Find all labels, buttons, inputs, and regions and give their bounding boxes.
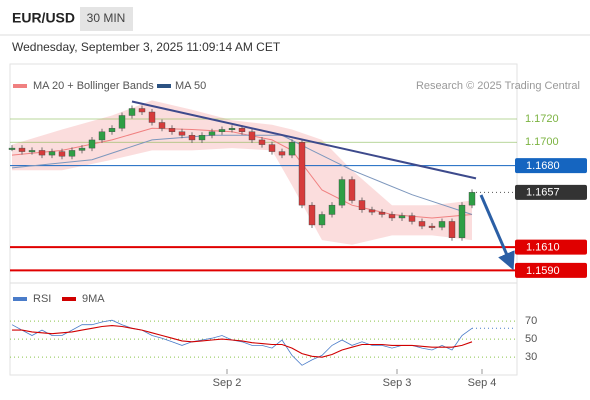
level-label: 1.1700 <box>525 136 559 148</box>
legend-swatch <box>62 297 76 301</box>
candle <box>108 128 116 132</box>
candle <box>468 192 476 206</box>
candle <box>148 111 156 123</box>
candle <box>358 200 366 211</box>
candle <box>178 131 186 136</box>
forecast-arrow <box>479 194 515 271</box>
candle <box>368 209 376 213</box>
candle <box>28 150 36 153</box>
candle <box>238 128 246 132</box>
candle <box>248 131 256 141</box>
interval: 30 MIN <box>87 11 126 25</box>
candle <box>338 179 346 206</box>
candle <box>278 151 286 156</box>
candle <box>188 135 196 141</box>
symbol: EUR/USD <box>12 10 75 26</box>
level-box <box>515 262 587 278</box>
candle <box>128 108 136 116</box>
candle <box>258 139 266 145</box>
candle <box>228 128 236 131</box>
candle <box>298 142 306 206</box>
rsi-line <box>11 319 473 366</box>
candle <box>408 215 416 222</box>
candle <box>218 129 226 132</box>
level-label: 1.1657 <box>526 187 560 199</box>
plot: 1.1720 1.1700 1.1680 1.1657 1.1610 1.1590 MA 2… <box>8 80 587 389</box>
trendline <box>131 100 477 180</box>
candle <box>318 214 326 226</box>
candle <box>88 139 96 149</box>
candle <box>398 215 406 219</box>
source: Research © 2025 Trading Central <box>416 80 580 92</box>
candle <box>458 204 466 238</box>
legend-label: 9MA <box>82 293 105 305</box>
candle <box>38 150 46 156</box>
candle <box>378 211 386 215</box>
candle <box>168 128 176 132</box>
candle <box>388 214 396 219</box>
legend-label: MA 20 + Bollinger Bands <box>33 80 154 92</box>
legend-label: MA 50 <box>175 80 206 92</box>
candle <box>208 131 216 136</box>
y-tick-label: 50 <box>525 333 537 345</box>
frame <box>9 63 518 376</box>
candle <box>438 221 446 228</box>
candle <box>328 204 336 215</box>
legend-swatch <box>13 84 27 88</box>
candle <box>448 221 456 238</box>
level-label: 1.1590 <box>526 265 560 277</box>
candle <box>68 150 76 157</box>
candle <box>58 151 66 157</box>
candle <box>118 115 126 129</box>
level-box <box>515 158 587 174</box>
candle <box>98 131 106 141</box>
rsi-line <box>12 325 473 358</box>
candle <box>428 225 436 228</box>
level-label: 1.1720 <box>525 113 559 125</box>
x-tick-label: Sep 4 <box>468 377 497 389</box>
level-box <box>515 184 587 200</box>
level-label: 1.1610 <box>526 241 560 253</box>
timestamp: Wednesday, September 3, 2025 11:09:14 AM… <box>12 40 281 54</box>
y-tick-label: 70 <box>525 315 537 327</box>
level-box <box>515 239 587 255</box>
legend-label: RSI <box>33 293 51 305</box>
candle <box>158 122 166 129</box>
candle <box>348 179 356 201</box>
candle <box>418 221 426 227</box>
candle <box>198 135 206 141</box>
candle <box>8 147 16 150</box>
candle <box>288 142 296 156</box>
candle <box>138 108 146 113</box>
interval-box <box>80 7 133 31</box>
candle <box>18 147 26 152</box>
legend-swatch <box>13 297 27 301</box>
y-tick-label: 30 <box>525 351 537 363</box>
level-label: 1.1680 <box>526 160 560 172</box>
candle <box>268 144 276 152</box>
x-tick-label: Sep 2 <box>213 377 242 389</box>
bollinger-band <box>12 100 472 245</box>
candle <box>48 151 56 156</box>
candle <box>308 204 316 226</box>
candle <box>78 147 86 151</box>
x-tick-label: Sep 3 <box>383 377 412 389</box>
legend-swatch <box>157 84 171 88</box>
